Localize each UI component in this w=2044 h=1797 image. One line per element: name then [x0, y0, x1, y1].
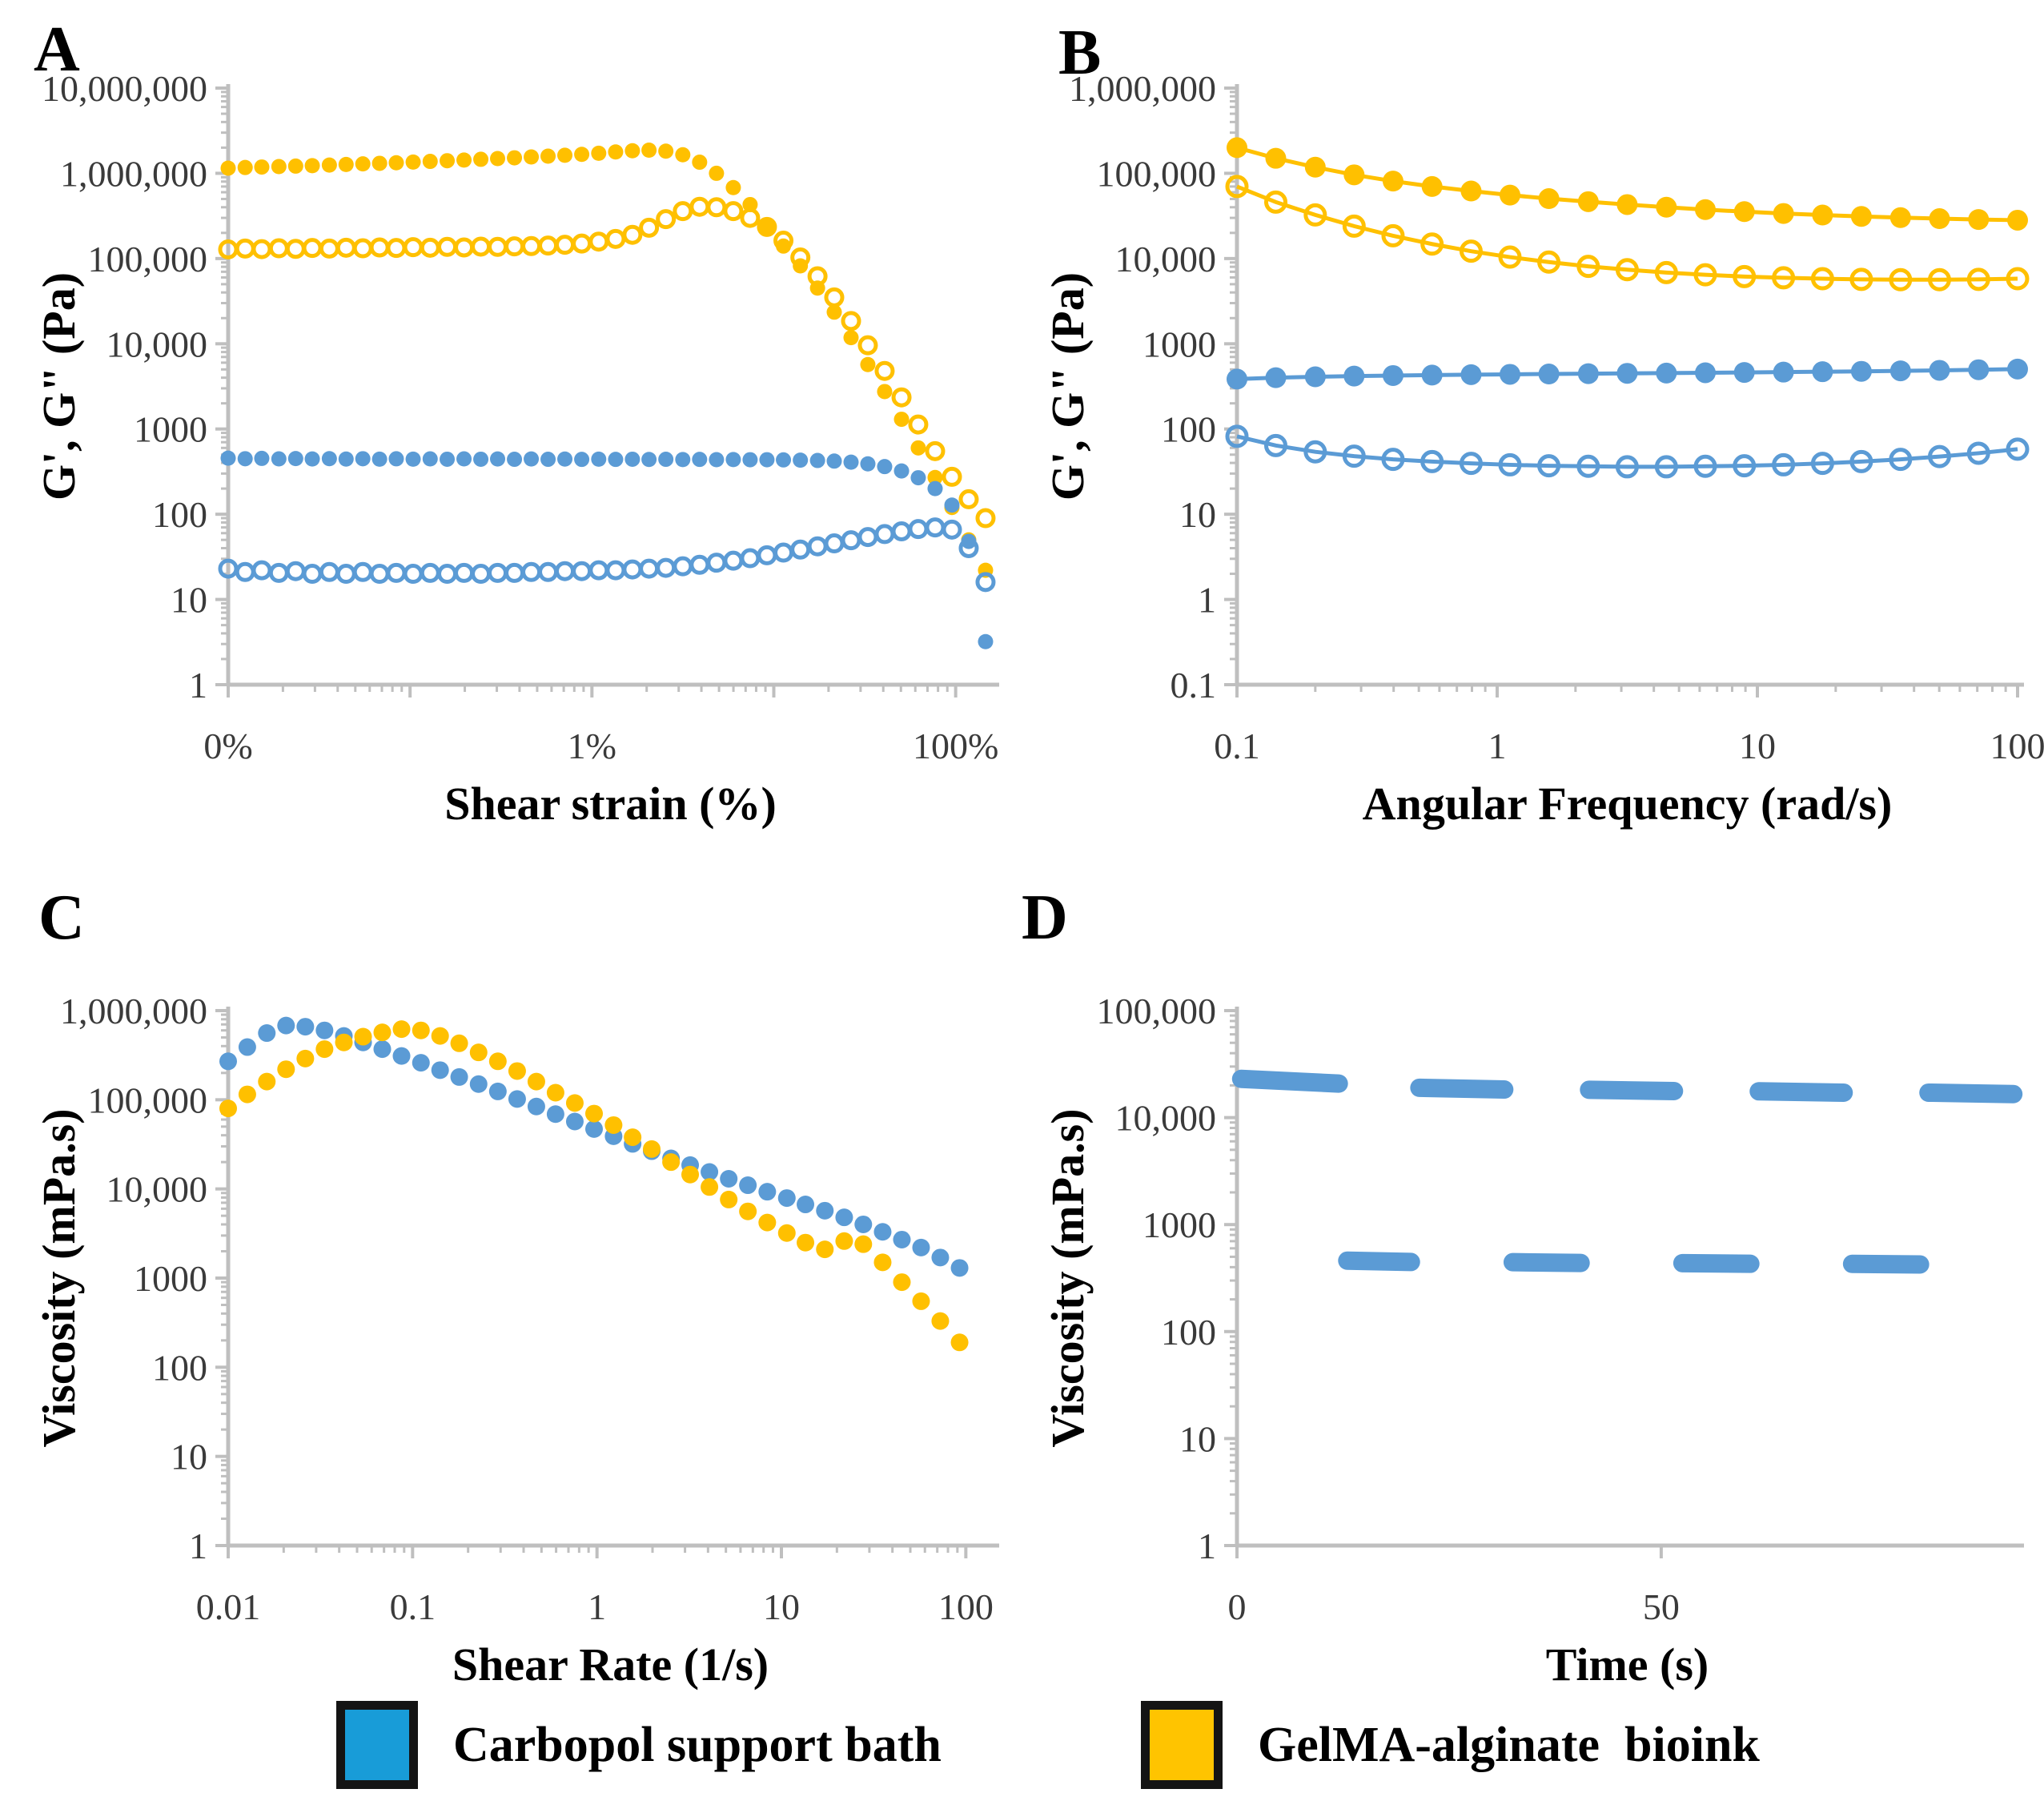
- legend-label-bioink: GelMA-alginate bioink: [1258, 1717, 1760, 1772]
- svg-text:Angular Frequency (rad/s): Angular Frequency (rad/s): [1363, 778, 1893, 830]
- svg-text:1,000,000: 1,000,000: [60, 991, 207, 1031]
- svg-text:1,000,000: 1,000,000: [1069, 68, 1216, 109]
- panel-d: 100,000 10,000 1000 100 10 10 50 Time (s) Viscos…: [1042, 991, 2024, 1690]
- svg-text:10,000: 10,000: [106, 1169, 208, 1210]
- svg-text:1000: 1000: [134, 1258, 207, 1299]
- svg-text:0%: 0%: [203, 726, 252, 766]
- svg-text:0.1: 0.1: [390, 1586, 436, 1627]
- svg-text:10: 10: [1179, 1418, 1216, 1459]
- svg-text:1: 1: [588, 1586, 606, 1627]
- svg-text:10: 10: [1739, 726, 1776, 766]
- svg-text:0: 0: [1228, 1586, 1247, 1627]
- svg-text:100,000: 100,000: [88, 239, 208, 279]
- svg-text:10: 10: [1179, 494, 1216, 535]
- legend-swatch-carbopol-icon: [336, 1701, 418, 1789]
- svg-text:10: 10: [171, 1437, 207, 1477]
- svg-text:100,000: 100,000: [88, 1079, 208, 1120]
- svg-text:100: 100: [152, 1347, 207, 1388]
- svg-text:100: 100: [938, 1586, 994, 1627]
- svg-text:1,000,000: 1,000,000: [60, 153, 207, 194]
- svg-text:10,000,000: 10,000,000: [42, 68, 207, 109]
- legend-swatch-bioink-icon: [1141, 1701, 1223, 1789]
- svg-text:10: 10: [171, 580, 207, 621]
- svg-text:1000: 1000: [1142, 1204, 1216, 1245]
- svg-text:1000: 1000: [1142, 324, 1216, 364]
- svg-text:Shear Rate (1/s): Shear Rate (1/s): [452, 1638, 769, 1690]
- svg-text:100,000: 100,000: [1097, 153, 1217, 194]
- svg-text:1: 1: [189, 1526, 207, 1566]
- svg-text:G', G" (Pa): G', G" (Pa): [1042, 272, 1094, 501]
- panel-a: 10,000,000 1,000,000 100,000 10,000 1000 100 1…: [33, 68, 999, 830]
- svg-text:0.1: 0.1: [1214, 726, 1260, 766]
- svg-text:1: 1: [189, 665, 207, 706]
- svg-text:10,000: 10,000: [1115, 239, 1217, 279]
- svg-text:100: 100: [152, 494, 207, 535]
- svg-text:1%: 1%: [568, 726, 616, 766]
- svg-text:1000: 1000: [134, 409, 207, 450]
- panel-b: 1,000,000 100,000 10,000 1000 100 10 1 0.1 0.1 1 1…: [1042, 68, 2044, 830]
- svg-text:100,000: 100,000: [1097, 991, 1217, 1031]
- svg-text:10,000: 10,000: [1115, 1098, 1217, 1139]
- svg-text:1: 1: [1198, 1526, 1216, 1566]
- svg-text:1: 1: [1488, 726, 1507, 766]
- svg-text:Shear strain (%): Shear strain (%): [444, 778, 777, 830]
- panel-c: 1,000,000 100,000 10,000 1000 100 10 1 0.01 0.1 1…: [33, 991, 999, 1690]
- panel-label-d: D: [1022, 882, 1068, 953]
- legend-item-carbopol: Carbopol support bath: [336, 1701, 942, 1789]
- svg-text:Time (s): Time (s): [1546, 1638, 1709, 1690]
- legend-label-carbopol: Carbopol support bath: [453, 1717, 942, 1772]
- panel-label-b: B: [1058, 18, 1102, 88]
- svg-text:10,000: 10,000: [106, 324, 208, 364]
- svg-text:Viscosity (mPa.s): Viscosity (mPa.s): [33, 1108, 85, 1447]
- svg-text:100: 100: [1990, 726, 2044, 766]
- svg-text:10: 10: [763, 1586, 800, 1627]
- svg-text:100: 100: [1161, 409, 1216, 450]
- svg-text:100%: 100%: [913, 726, 998, 766]
- svg-text:G', G" (Pa): G', G" (Pa): [33, 272, 85, 501]
- legend-item-bioink: GelMA-alginate bioink: [1141, 1701, 1760, 1789]
- svg-text:100: 100: [1161, 1312, 1216, 1353]
- svg-text:0.1: 0.1: [1171, 665, 1217, 706]
- panel-label-a: A: [34, 14, 80, 85]
- svg-text:0.01: 0.01: [196, 1586, 261, 1627]
- panel-label-c: C: [38, 882, 85, 953]
- svg-text:1: 1: [1198, 580, 1216, 621]
- svg-text:50: 50: [1643, 1586, 1680, 1627]
- svg-text:Viscosity (mPa.s): Viscosity (mPa.s): [1042, 1108, 1094, 1447]
